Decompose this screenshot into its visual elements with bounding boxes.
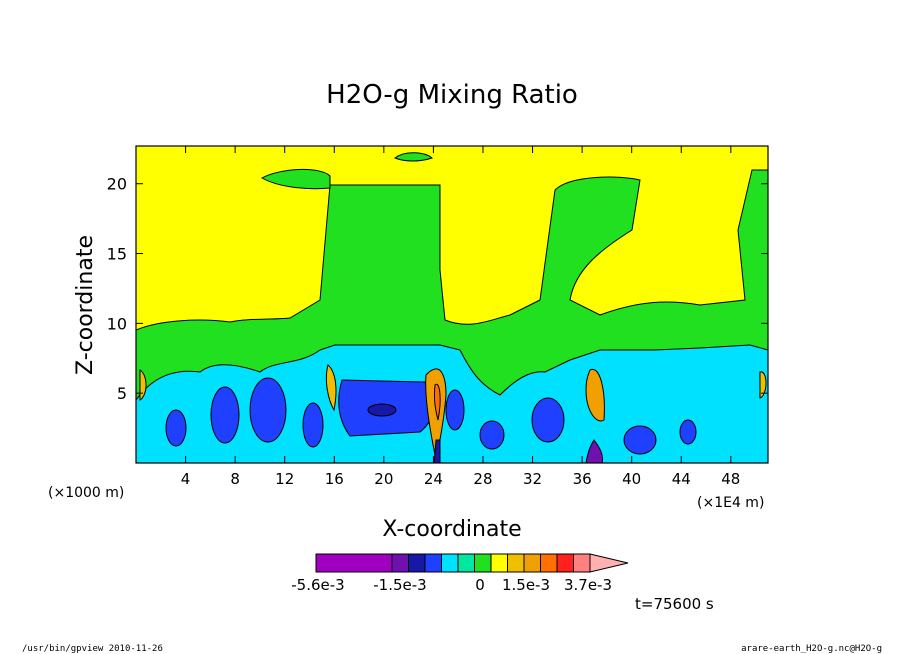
chart-title: H2O-g Mixing Ratio — [326, 80, 578, 110]
y-axis: 5 10 15 20 — [107, 175, 768, 403]
plot-frame — [135, 145, 769, 464]
colorbar-segment — [474, 553, 492, 573]
y-unit-note: (×1E4 m) — [697, 495, 764, 511]
colorbar-labels: -5.6e-3 -1.5e-3 0 1.5e-3 3.7e-3 — [291, 576, 612, 594]
x-tick-label: 16 — [325, 470, 344, 488]
y-tick-label: 10 — [107, 314, 127, 333]
contour-field — [136, 146, 768, 463]
x-tick-label: 48 — [721, 470, 740, 488]
plume-cores — [139, 364, 767, 463]
colorbar-label: -5.6e-3 — [291, 576, 344, 594]
x-tick-label: 28 — [473, 470, 492, 488]
colorbar-segment — [523, 553, 541, 573]
colorbar-label: 1.5e-3 — [502, 576, 550, 594]
colorbar-segment — [490, 553, 508, 573]
x-unit-label: (×1000 m) — [48, 485, 124, 501]
colorbar-segment — [457, 553, 475, 573]
colorbar-segment — [391, 553, 409, 573]
x-axis: 4 8 12 16 20 24 28 32 36 40 44 48 — [181, 146, 740, 488]
colorbar-segment — [507, 553, 525, 573]
y-tick-label: 15 — [107, 245, 127, 264]
colorbar-segment — [315, 553, 393, 573]
blue-cells — [165, 377, 697, 455]
footer-right: arare-earth_H2O-g.nc@H2O-g — [741, 644, 882, 654]
x-tick-label: 8 — [230, 470, 240, 488]
time-label: t=75600 s — [635, 595, 714, 613]
x-tick-label: 44 — [672, 470, 691, 488]
colorbar-segment — [556, 553, 574, 573]
darkblue-cell — [367, 403, 397, 417]
green-blob-top-1 — [260, 168, 331, 190]
x-axis-label: X-coordinate — [382, 517, 521, 542]
colorbar-segment — [573, 553, 591, 573]
colorbar — [315, 553, 629, 573]
x-tick-label: 24 — [424, 470, 443, 488]
x-tick-label: 4 — [181, 470, 191, 488]
footer-left: /usr/bin/gpview 2010-11-26 — [22, 644, 163, 654]
x-tick-label: 36 — [573, 470, 592, 488]
x-tick-label: 20 — [374, 470, 393, 488]
colorbar-arrow — [589, 553, 629, 573]
y-tick-label: 5 — [117, 384, 127, 403]
x-tick-label: 40 — [622, 470, 641, 488]
y-tick-label: 20 — [107, 175, 127, 194]
green-blob-top-2 — [394, 152, 433, 162]
colorbar-label: 3.7e-3 — [564, 576, 612, 594]
x-tick-label: 32 — [523, 470, 542, 488]
y-axis-label: Z-coordinate — [73, 235, 98, 375]
colorbar-segment — [424, 553, 442, 573]
colorbar-label: 0 — [475, 576, 485, 594]
colorbar-segment — [441, 553, 459, 573]
x-tick-label: 12 — [275, 470, 294, 488]
colorbar-segment — [540, 553, 558, 573]
colorbar-label: -1.5e-3 — [373, 576, 426, 594]
colorbar-segment — [408, 553, 426, 573]
